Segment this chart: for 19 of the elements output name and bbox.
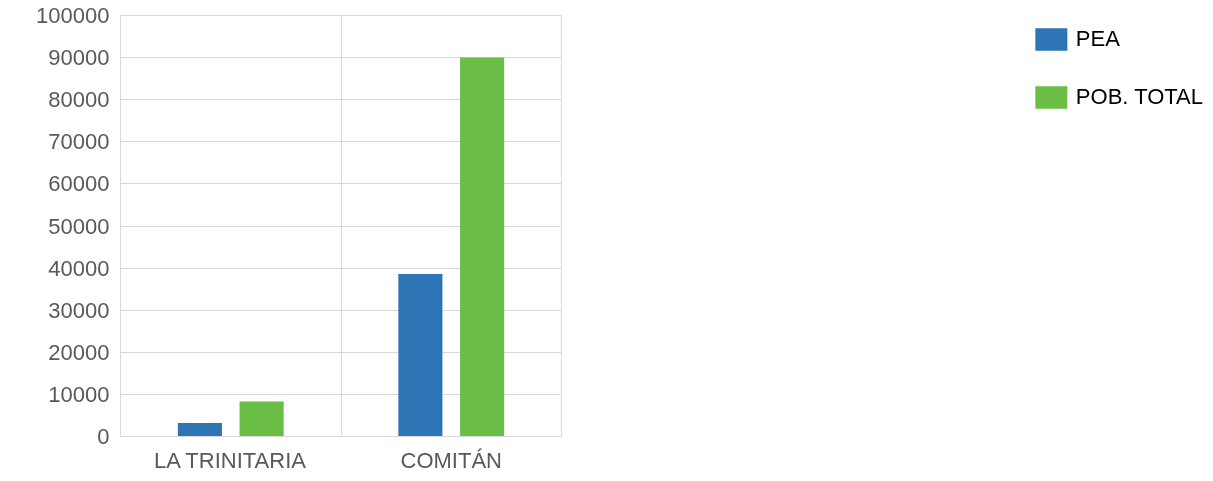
bar xyxy=(460,57,505,437)
legend-label: POB. TOTAL xyxy=(1075,84,1203,110)
y-tick-label: 40000 xyxy=(48,255,110,281)
bar xyxy=(239,401,284,437)
y-tick-label: 10000 xyxy=(48,381,110,407)
y-tick-label: 90000 xyxy=(48,45,110,71)
y-tick-label: 0 xyxy=(97,424,110,449)
bar xyxy=(177,423,222,437)
y-tick-label: 70000 xyxy=(48,129,110,155)
y-tick-label: 50000 xyxy=(48,213,110,239)
y-tick-label: 20000 xyxy=(48,339,110,365)
y-tick-label: 30000 xyxy=(48,297,110,323)
x-tick-label: COMITÁN xyxy=(400,447,502,473)
x-tick-label: LA TRINITARIA xyxy=(153,447,307,473)
y-tick-label: 100000 xyxy=(36,3,110,28)
legend-label: PEA xyxy=(1075,26,1120,52)
bar xyxy=(398,273,443,437)
y-tick-label: 60000 xyxy=(48,171,110,197)
y-tick-label: 80000 xyxy=(48,87,110,113)
